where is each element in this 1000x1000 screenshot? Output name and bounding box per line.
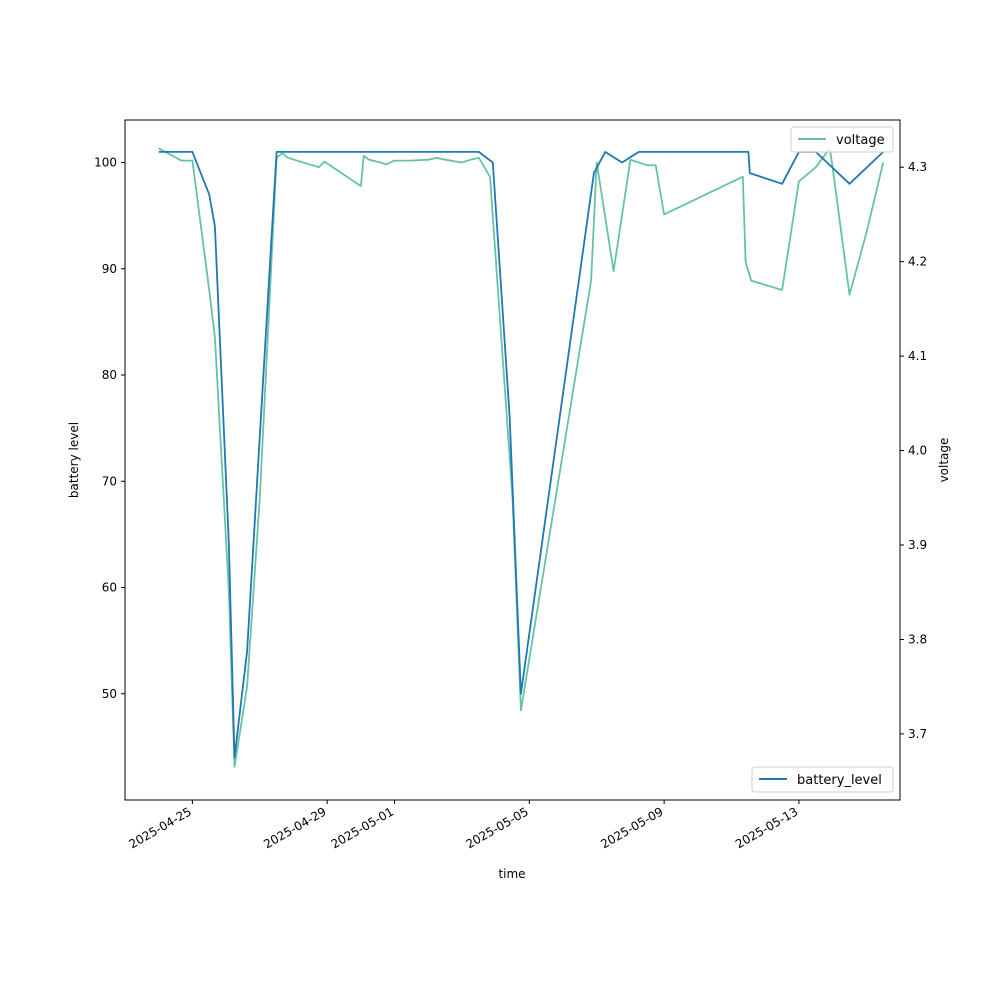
- plot-frame: [124, 119, 901, 801]
- legend-battery-level: battery_level: [751, 766, 894, 793]
- legend-voltage-label: voltage: [836, 133, 885, 148]
- y2-axis-label: voltage: [937, 438, 951, 483]
- y2-tick-label: 4.1: [908, 349, 927, 363]
- y2-tick-label: 4.2: [908, 255, 927, 269]
- x-axis-label: time: [498, 867, 525, 881]
- y2-tick-label: 3.8: [908, 632, 927, 646]
- legend-voltage-box: [790, 126, 894, 153]
- y-tick-label: 80: [102, 368, 117, 382]
- y2-tick-label: 4.3: [908, 160, 927, 174]
- series-line-voltage: [158, 147, 885, 768]
- y-tick-label: 60: [102, 581, 117, 595]
- legend-battery-level-label: battery_level: [797, 773, 882, 788]
- legend-voltage: voltage: [790, 126, 894, 153]
- series-layer: [158, 147, 885, 768]
- y-axis-ticks: 50 60 70 80 90 100: [94, 156, 125, 701]
- series-line-battery-level: [158, 151, 884, 759]
- legend-battery-level-box: [751, 766, 894, 793]
- y2-tick-label: 3.9: [908, 538, 927, 552]
- y-tick-label: 70: [102, 474, 117, 488]
- y-axis-label: battery level: [67, 422, 81, 498]
- y-tick-label: 50: [102, 687, 117, 701]
- y2-tick-label: 3.7: [908, 727, 927, 741]
- y2-tick-label: 4.0: [908, 444, 927, 458]
- y-tick-label: 100: [94, 156, 117, 170]
- y2-axis-ticks: 3.7 3.8 3.9 4.0 4.1 4.2 4.3: [900, 160, 927, 741]
- y-tick-label: 90: [102, 262, 117, 276]
